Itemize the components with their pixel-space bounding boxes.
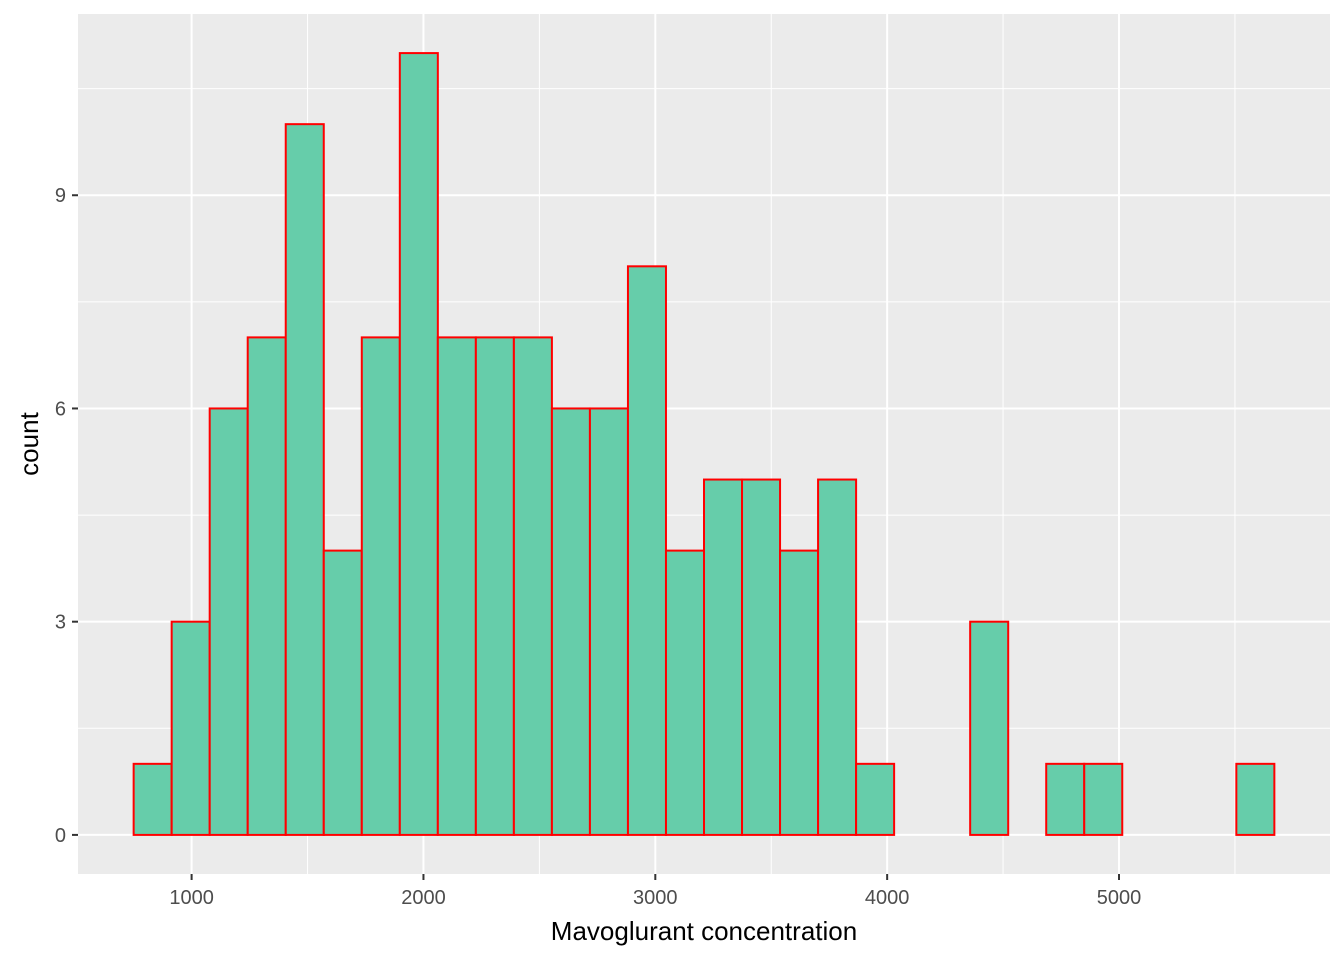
y-tick-label: 0	[55, 825, 66, 847]
histogram-bar	[626, 265, 667, 836]
x-tick-label: 5000	[1097, 887, 1142, 909]
histogram-bar	[512, 336, 553, 836]
x-tick-label: 3000	[633, 887, 678, 909]
histogram-bar	[284, 123, 325, 836]
histogram-bar	[588, 407, 629, 836]
axis-tick-labels: 1000 2000 3000 4000 5000 0 3 6 9	[55, 185, 1141, 909]
y-axis-title: count	[14, 411, 44, 475]
histogram-bar	[132, 762, 173, 836]
y-tick-label: 9	[55, 185, 66, 207]
histogram-bar	[703, 478, 744, 836]
x-tick-label: 1000	[169, 887, 214, 909]
histogram-bar	[208, 407, 249, 836]
x-axis-title: Mavoglurant concentration	[551, 916, 857, 946]
x-tick-label: 4000	[865, 887, 910, 909]
histogram-bar	[474, 336, 515, 836]
histogram-bar	[741, 478, 782, 836]
histogram-bar	[969, 620, 1010, 836]
y-tick-label: 3	[55, 612, 66, 634]
histogram-bar	[246, 336, 287, 836]
histogram-bar	[170, 620, 211, 836]
histogram-bar	[436, 336, 477, 836]
histogram-bar	[1083, 762, 1124, 836]
histogram-bar	[322, 549, 363, 836]
histogram-bar	[664, 549, 706, 836]
histogram-bar	[1235, 762, 1276, 836]
histogram-bar	[398, 52, 439, 836]
y-tick-label: 6	[55, 398, 66, 420]
x-tick-label: 2000	[401, 887, 446, 909]
histogram-bar	[550, 407, 591, 836]
histogram-bar	[855, 762, 896, 836]
histogram-bars	[132, 52, 1276, 836]
histogram-bar	[1045, 762, 1086, 836]
histogram-bar	[360, 336, 401, 836]
axis-ticks	[72, 194, 1121, 880]
histogram-bar	[817, 478, 858, 836]
histogram-bar	[779, 549, 820, 836]
